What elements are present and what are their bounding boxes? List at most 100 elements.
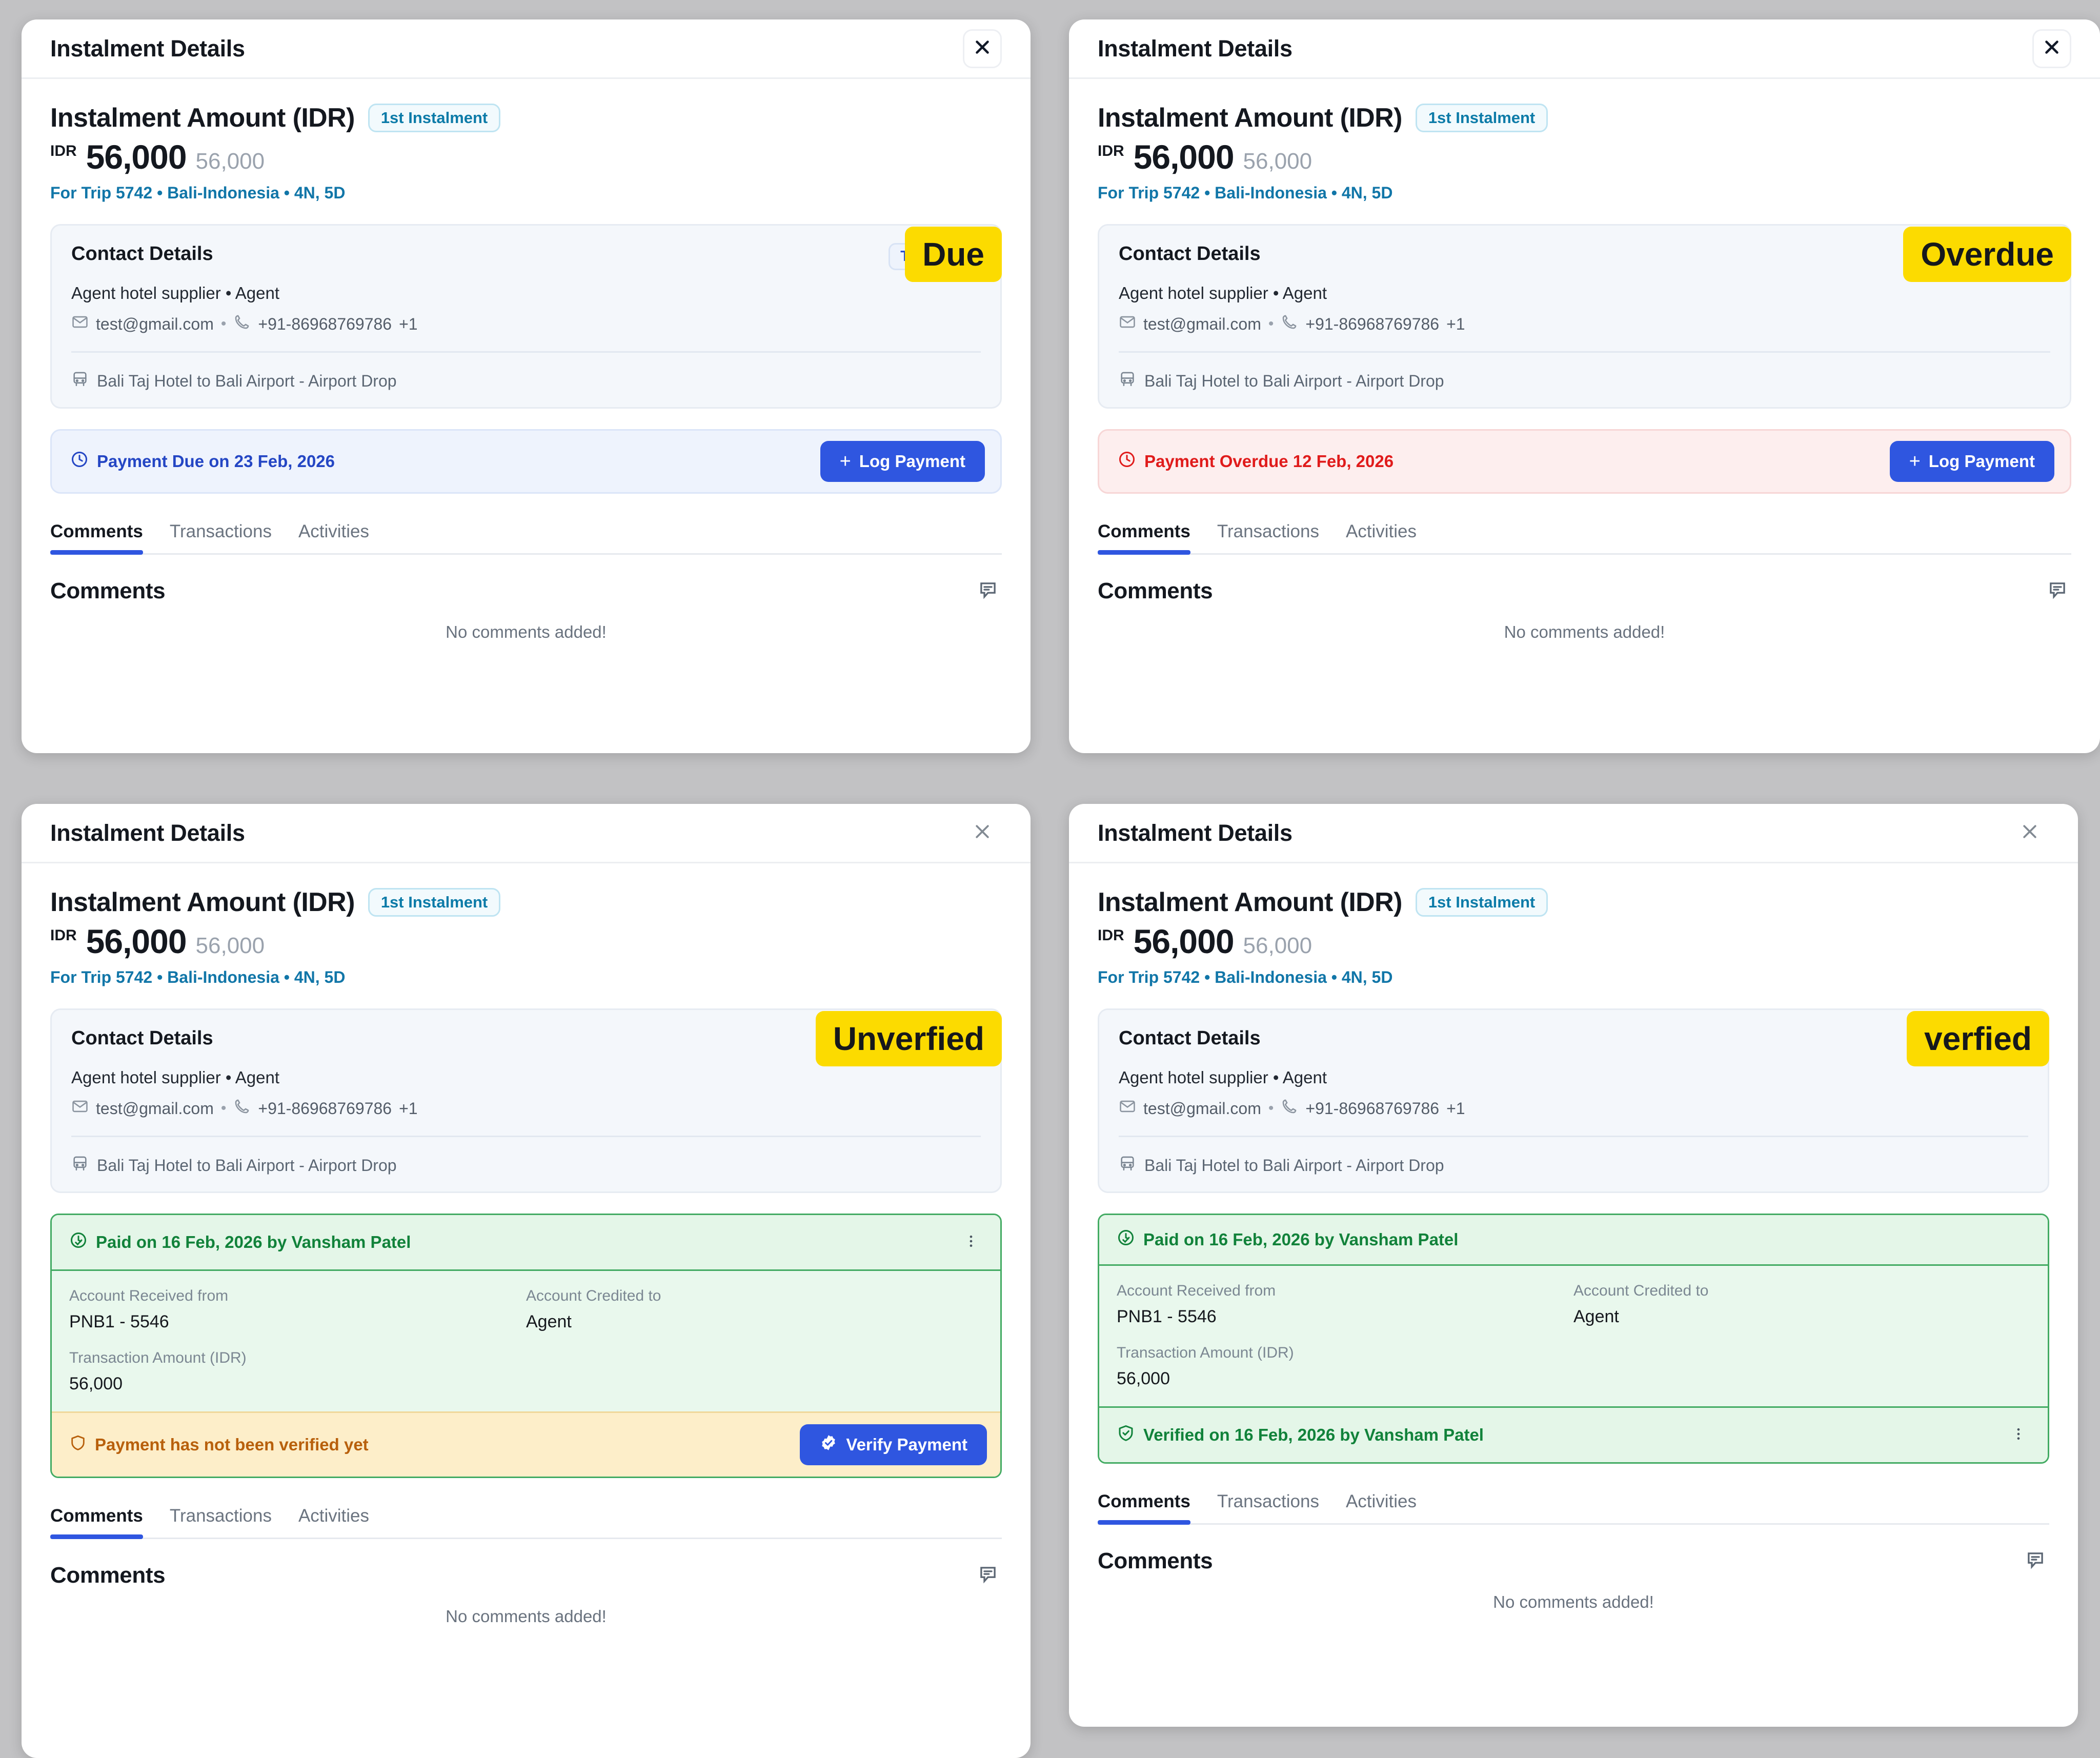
route-row: Bali Taj Hotel to Bali Airport - Airport… bbox=[71, 1155, 981, 1176]
bus-icon bbox=[71, 370, 89, 392]
paid-card-header: Paid on 16 Feb, 2026 by Vansham Patel bbox=[52, 1215, 1000, 1271]
tab-activities[interactable]: Activities bbox=[1345, 521, 1417, 541]
paid-transaction-card: Paid on 16 Feb, 2026 by Vansham Patel Ac… bbox=[50, 1214, 1002, 1478]
panel-header: Instalment Details bbox=[22, 19, 1031, 79]
account-row: Account Received from PNB1 - 5546 Accoun… bbox=[69, 1287, 983, 1332]
contact-meta-row: test@gmail.com • +91-86968769786 +1 bbox=[1119, 313, 2050, 335]
supplier-name: Agent hotel supplier • Agent bbox=[71, 284, 280, 302]
tab-comments[interactable]: Comments bbox=[1098, 1491, 1190, 1525]
close-button[interactable] bbox=[963, 29, 1002, 68]
log-payment-button[interactable]: + Log Payment bbox=[1889, 441, 2054, 482]
meta-separator: • bbox=[220, 315, 227, 332]
trip-info-link[interactable]: For Trip 5742 • Bali-Indonesia • 4N, 5D bbox=[1098, 968, 1393, 986]
route-row: Bali Taj Hotel to Bali Airport - Airport… bbox=[1119, 1155, 2028, 1176]
phone-value[interactable]: +91-86968769786 bbox=[1305, 314, 1440, 333]
tab-comments[interactable]: Comments bbox=[50, 521, 143, 555]
tab-transactions[interactable]: Transactions bbox=[169, 521, 272, 541]
account-from-label: Account Received from bbox=[1117, 1282, 1276, 1299]
panel-header: Instalment Details bbox=[22, 804, 1031, 863]
account-from-value: PNB1 - 5546 bbox=[69, 1312, 169, 1331]
payment-due-text: Payment Due on 23 Feb, 2026 bbox=[97, 452, 335, 471]
close-icon bbox=[2020, 821, 2040, 844]
close-button[interactable] bbox=[2010, 814, 2049, 853]
tab-comments[interactable]: Comments bbox=[50, 1506, 143, 1539]
phone-value[interactable]: +91-86968769786 bbox=[258, 1099, 392, 1118]
currency-code: IDR bbox=[50, 143, 77, 159]
tab-transactions[interactable]: Transactions bbox=[1217, 521, 1319, 541]
add-comment-button[interactable] bbox=[2022, 1547, 2049, 1575]
amount-primary: 56,000 bbox=[86, 138, 187, 176]
phone-extra-count: +1 bbox=[399, 1099, 418, 1118]
tab-list: Comments Transactions Activities bbox=[1098, 521, 2071, 555]
paid-card-body: Account Received from PNB1 - 5546 Accoun… bbox=[1099, 1266, 2048, 1406]
transaction-amount-row: Transaction Amount (IDR) 56,000 bbox=[1117, 1344, 2030, 1389]
tab-transactions[interactable]: Transactions bbox=[1217, 1491, 1319, 1511]
mail-icon bbox=[1119, 1098, 1136, 1119]
close-button[interactable] bbox=[963, 814, 1002, 853]
comments-heading: Comments bbox=[1098, 1548, 1213, 1573]
txn-amount-label: Transaction Amount (IDR) bbox=[1117, 1344, 1294, 1361]
shield-icon bbox=[69, 1434, 87, 1456]
email-value[interactable]: test@gmail.com bbox=[96, 314, 214, 333]
amount-value-row: IDR 56,000 56,000 bbox=[1098, 922, 2049, 961]
supplier-name: Agent hotel supplier • Agent bbox=[1119, 284, 1327, 302]
amount-primary: 56,000 bbox=[1133, 922, 1235, 960]
panel-header: Instalment Details bbox=[1069, 19, 2100, 79]
verified-text: Verified on 16 Feb, 2026 by Vansham Pate… bbox=[1143, 1425, 1484, 1444]
tab-comments[interactable]: Comments bbox=[1098, 521, 1190, 555]
trip-info-link[interactable]: For Trip 5742 • Bali-Indonesia • 4N, 5D bbox=[50, 184, 346, 202]
unverified-strip: Payment has not been verified yet Verify… bbox=[52, 1411, 1000, 1477]
page-title: Instalment Details bbox=[50, 35, 245, 62]
add-comment-button[interactable] bbox=[974, 1562, 1002, 1589]
clock-icon bbox=[70, 450, 89, 473]
verify-payment-label: Verify Payment bbox=[846, 1435, 967, 1454]
meta-separator: • bbox=[1268, 1100, 1274, 1117]
tab-transactions[interactable]: Transactions bbox=[169, 1506, 272, 1526]
log-payment-button[interactable]: + Log Payment bbox=[820, 441, 985, 482]
verification-menu-button[interactable] bbox=[2005, 1421, 2032, 1449]
tabs-section: Comments Transactions Activities bbox=[1098, 521, 2071, 555]
contact-meta-row: test@gmail.com • +91-86968769786 +1 bbox=[1119, 1098, 2028, 1119]
panel-body: Instalment Amount (IDR) 1st Instalment I… bbox=[22, 863, 1031, 1758]
route-row: Bali Taj Hotel to Bali Airport - Airport… bbox=[1119, 370, 2050, 392]
comments-heading: Comments bbox=[1098, 578, 1213, 603]
amount-label: Instalment Amount (IDR) bbox=[1098, 103, 1402, 133]
email-value[interactable]: test@gmail.com bbox=[96, 1099, 214, 1118]
instalment-details-panel-verified: Instalment Details Instalment Amount (ID… bbox=[1069, 804, 2078, 1727]
tabs-underline bbox=[50, 553, 1002, 555]
contact-details-heading: Contact Details bbox=[71, 1027, 213, 1049]
clock-check-icon bbox=[69, 1231, 88, 1254]
phone-value[interactable]: +91-86968769786 bbox=[258, 314, 392, 333]
comments-heading: Comments bbox=[50, 578, 166, 603]
close-button[interactable] bbox=[2032, 29, 2071, 68]
account-to-value: Agent bbox=[526, 1312, 572, 1331]
amount-value-row: IDR 56,000 56,000 bbox=[50, 137, 1002, 176]
transaction-amount-row: Transaction Amount (IDR) 56,000 bbox=[69, 1349, 983, 1394]
amount-secondary: 56,000 bbox=[195, 149, 265, 174]
status-badge: Due bbox=[905, 227, 1002, 282]
amount-header-row: Instalment Amount (IDR) 1st Instalment bbox=[50, 103, 1002, 133]
trip-info-link[interactable]: For Trip 5742 • Bali-Indonesia • 4N, 5D bbox=[1098, 184, 1393, 202]
phone-value[interactable]: +91-86968769786 bbox=[1305, 1099, 1440, 1118]
tab-activities[interactable]: Activities bbox=[298, 521, 370, 541]
tab-activities[interactable]: Activities bbox=[1345, 1491, 1417, 1511]
txn-amount-label: Transaction Amount (IDR) bbox=[69, 1349, 247, 1366]
bus-icon bbox=[71, 1155, 89, 1176]
email-value[interactable]: test@gmail.com bbox=[1143, 314, 1261, 333]
panel-body: Instalment Amount (IDR) 1st Instalment I… bbox=[22, 79, 1031, 753]
contact-details-heading: Contact Details bbox=[1119, 1027, 1261, 1049]
contact-divider bbox=[71, 351, 981, 353]
paid-on-text: Paid on 16 Feb, 2026 by Vansham Patel bbox=[1143, 1230, 1459, 1249]
trip-info-link[interactable]: For Trip 5742 • Bali-Indonesia • 4N, 5D bbox=[50, 968, 346, 986]
phone-icon bbox=[233, 313, 251, 335]
verify-payment-button[interactable]: Verify Payment bbox=[800, 1424, 987, 1465]
add-comment-button[interactable] bbox=[2044, 577, 2071, 605]
email-value[interactable]: test@gmail.com bbox=[1143, 1099, 1261, 1118]
add-comment-button[interactable] bbox=[974, 577, 1002, 605]
no-comments-message: No comments added! bbox=[446, 1607, 607, 1626]
instalment-details-panel-overdue: Instalment Details Instalment Amount (ID… bbox=[1069, 19, 2100, 753]
page-title: Instalment Details bbox=[1098, 35, 1293, 62]
transaction-menu-button[interactable] bbox=[957, 1228, 985, 1256]
tab-activities[interactable]: Activities bbox=[298, 1506, 370, 1526]
